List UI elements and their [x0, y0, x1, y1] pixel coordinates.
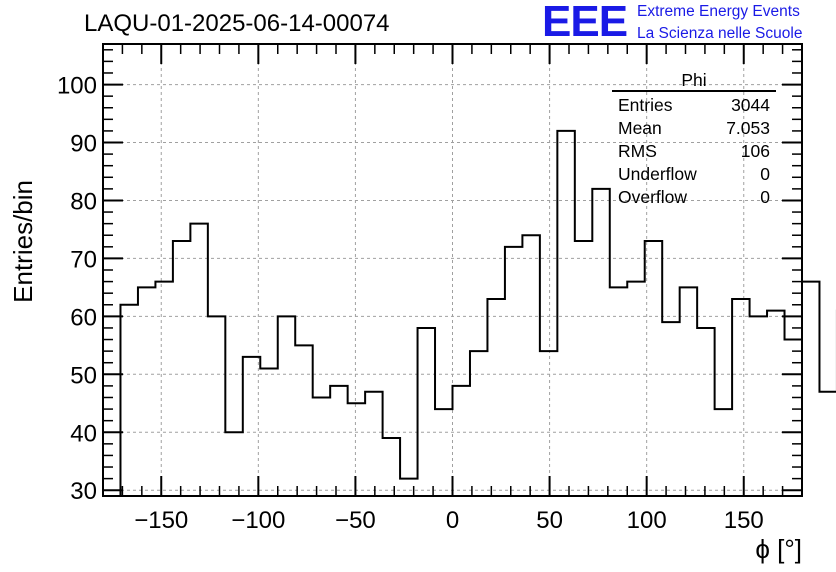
stats-value: 7.053	[726, 118, 770, 138]
x-tick-label: 50	[536, 507, 563, 534]
y-tick-label: 70	[70, 246, 97, 273]
y-tick-label: 90	[70, 131, 97, 158]
stats-label: Overflow	[618, 187, 688, 207]
stats-value: 0	[760, 187, 770, 207]
eee-logo: EEE	[542, 0, 628, 46]
chart-title: LAQU-01-2025-06-14-00074	[84, 10, 390, 37]
stats-title: Phi	[612, 70, 776, 92]
logo-line-2: La Scienza nelle Scuole	[637, 25, 803, 42]
logo-line-1: Extreme Energy Events	[637, 3, 800, 20]
y-tick-label: 80	[70, 188, 97, 215]
x-tick-label: 150	[724, 507, 764, 534]
plot-frame	[102, 43, 803, 497]
stats-label: RMS	[618, 141, 657, 161]
x-axis-label: ϕ [°]	[755, 534, 802, 564]
x-tick-label: 100	[627, 507, 667, 534]
x-tick-label: 0	[446, 507, 459, 534]
stats-row-overflow: Overflow 0	[612, 186, 776, 209]
y-axis-ticks: 30 40 50 60 70 80 90 100	[57, 49, 802, 505]
x-tick-label: −50	[335, 507, 376, 534]
stats-row-underflow: Underflow 0	[612, 163, 776, 186]
histogram-line	[119, 129, 836, 496]
x-tick-label: −100	[231, 507, 285, 534]
stats-label: Mean	[618, 118, 662, 138]
stats-value: 106	[740, 141, 770, 161]
stats-value: 3044	[731, 95, 770, 115]
stats-row-entries: Entries 3044	[612, 94, 776, 117]
y-tick-label: 100	[57, 73, 97, 100]
y-tick-label: 50	[70, 362, 97, 389]
stats-row-rms: RMS 106	[612, 140, 776, 163]
stats-label: Underflow	[618, 164, 697, 184]
stats-row-mean: Mean 7.053	[612, 117, 776, 140]
y-axis-label: Entries/bin	[8, 180, 38, 303]
x-tick-label: −150	[134, 507, 188, 534]
y-tick-label: 40	[70, 420, 97, 447]
stats-value: 0	[760, 164, 770, 184]
y-tick-label: 30	[70, 478, 97, 505]
x-axis-ticks: −150 −100 −50 0 50 100 150	[102, 44, 803, 534]
stats-box: Phi Entries 3044 Mean 7.053 RMS 106 Unde…	[612, 70, 776, 209]
stats-label: Entries	[618, 95, 673, 115]
y-tick-label: 60	[70, 304, 97, 331]
